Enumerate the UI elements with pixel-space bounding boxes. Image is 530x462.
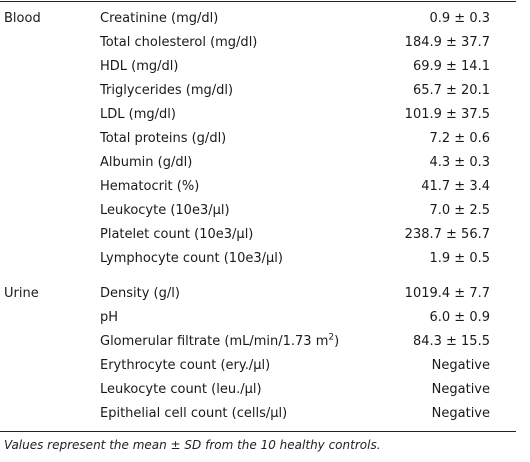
param-value: 184.9 ± 37.7 bbox=[404, 35, 490, 50]
table-row: Platelet count (10e3/µl) 238.7 ± 56.7 bbox=[0, 224, 516, 246]
table-row: Leukocyte (10e3/µl) 7.0 ± 2.5 bbox=[0, 200, 516, 222]
param-value: 101.9 ± 37.5 bbox=[404, 107, 490, 122]
param-value: 41.7 ± 3.4 bbox=[421, 179, 490, 194]
table-row: Erythrocyte count (ery./µl) Negative bbox=[0, 355, 516, 377]
table-row: Glomerular filtrate (mL/min/1.73 m2) 84.… bbox=[0, 331, 516, 353]
param-value: 6.0 ± 0.9 bbox=[429, 310, 490, 325]
table-row: pH 6.0 ± 0.9 bbox=[0, 307, 516, 329]
param-label: pH bbox=[100, 310, 119, 325]
table-caption: Values represent the mean ± SD from the … bbox=[4, 438, 381, 452]
param-value: 1019.4 ± 7.7 bbox=[404, 286, 490, 301]
param-value: 238.7 ± 56.7 bbox=[404, 227, 490, 242]
table-row: Hematocrit (%) 41.7 ± 3.4 bbox=[0, 176, 516, 198]
group-label-urine: Urine bbox=[4, 286, 39, 301]
table-row: Total proteins (g/dl) 7.2 ± 0.6 bbox=[0, 128, 516, 150]
param-label: HDL (mg/dl) bbox=[100, 59, 179, 74]
param-label: Erythrocyte count (ery./µl) bbox=[100, 358, 271, 373]
param-value: 84.3 ± 15.5 bbox=[412, 334, 490, 349]
table-row: Epithelial cell count (cells/µl) Negativ… bbox=[0, 403, 516, 425]
param-label: Total proteins (g/dl) bbox=[100, 131, 227, 146]
table-bottom-rule bbox=[0, 431, 516, 432]
table-row: Leukocyte count (leu./µl) Negative bbox=[0, 379, 516, 401]
table-row: Blood Creatinine (mg/dl) 0.9 ± 0.3 bbox=[0, 8, 516, 30]
param-label-end: ) bbox=[334, 334, 340, 349]
param-value: 4.3 ± 0.3 bbox=[429, 155, 490, 170]
table-row: Total cholesterol (mg/dl) 184.9 ± 37.7 bbox=[0, 32, 516, 54]
param-value: 0.9 ± 0.3 bbox=[429, 11, 490, 26]
param-label: Lymphocyte count (10e3/µl) bbox=[100, 251, 283, 266]
param-label: Epithelial cell count (cells/µl) bbox=[100, 406, 288, 421]
param-value: 69.9 ± 14.1 bbox=[412, 59, 490, 74]
table-row: Albumin (g/dl) 4.3 ± 0.3 bbox=[0, 152, 516, 174]
param-label: Glomerular filtrate (mL/min/1.73 m2) bbox=[100, 331, 339, 353]
param-value: Negative bbox=[431, 358, 490, 373]
param-value: Negative bbox=[431, 406, 490, 421]
param-value: 65.7 ± 20.1 bbox=[412, 83, 490, 98]
param-label: Albumin (g/dl) bbox=[100, 155, 193, 170]
param-value: Negative bbox=[431, 382, 490, 397]
table-row: HDL (mg/dl) 69.9 ± 14.1 bbox=[0, 56, 516, 78]
param-value: 7.2 ± 0.6 bbox=[429, 131, 490, 146]
param-label: Density (g/l) bbox=[100, 286, 180, 301]
param-label-superscript: 2 bbox=[328, 332, 335, 343]
table-row: Lymphocyte count (10e3/µl) 1.9 ± 0.5 bbox=[0, 248, 516, 270]
param-label: Triglycerides (mg/dl) bbox=[100, 83, 234, 98]
group-label-blood: Blood bbox=[4, 11, 41, 26]
param-label: Creatinine (mg/dl) bbox=[100, 11, 219, 26]
param-label: Total cholesterol (mg/dl) bbox=[100, 35, 258, 50]
param-label: Leukocyte (10e3/µl) bbox=[100, 203, 230, 218]
param-label: Hematocrit (%) bbox=[100, 179, 200, 194]
param-value: 7.0 ± 2.5 bbox=[429, 203, 490, 218]
param-label-base: Glomerular filtrate (mL/min/1.73 m bbox=[100, 334, 329, 349]
table-row: LDL (mg/dl) 101.9 ± 37.5 bbox=[0, 104, 516, 126]
param-label: LDL (mg/dl) bbox=[100, 107, 176, 122]
table-top-rule bbox=[0, 1, 516, 2]
param-value: 1.9 ± 0.5 bbox=[429, 251, 490, 266]
param-label: Leukocyte count (leu./µl) bbox=[100, 382, 262, 397]
table-row: Triglycerides (mg/dl) 65.7 ± 20.1 bbox=[0, 80, 516, 102]
param-label: Platelet count (10e3/µl) bbox=[100, 227, 254, 242]
table-row: Urine Density (g/l) 1019.4 ± 7.7 bbox=[0, 283, 516, 305]
